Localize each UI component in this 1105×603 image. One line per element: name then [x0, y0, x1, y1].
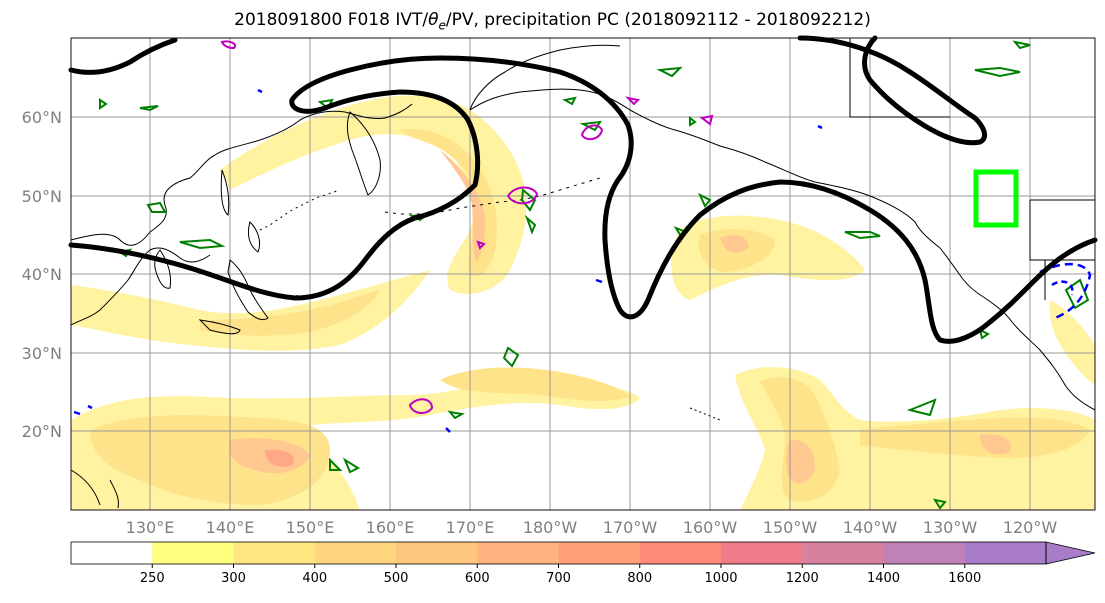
colorbar-cell — [71, 542, 153, 564]
colorbar-cell — [152, 542, 234, 564]
pv-contour — [68, 35, 1098, 344]
lon-label-180w: 180°W — [523, 518, 578, 537]
highlight-box — [973, 169, 1019, 228]
colorbar-cell — [639, 542, 722, 564]
lon-label-160w: 160°W — [683, 518, 738, 537]
colorbar-label: 1400 — [867, 571, 900, 586]
colorbar-cell — [396, 542, 478, 564]
colorbar-label: 1600 — [948, 571, 981, 586]
lon-label-150e: 150°E — [286, 518, 335, 537]
precip-positive-contours — [220, 40, 714, 414]
colorbar-cell — [883, 542, 966, 564]
lon-label-140w: 140°W — [843, 518, 898, 537]
lat-label-60: 60°N — [22, 108, 62, 127]
longitude-labels: 130°E 140°E 150°E 160°E 170°E 180°W 170°… — [126, 518, 1058, 537]
latitude-labels: 20°N 30°N 40°N 50°N 60°N — [22, 108, 62, 441]
colorbar-label: 1200 — [786, 571, 819, 586]
colorbar-cell — [233, 542, 316, 564]
colorbar-label: 500 — [384, 571, 409, 586]
lat-label-20: 20°N — [22, 422, 62, 441]
lat-label-40: 40°N — [22, 265, 62, 284]
colorbar-cells — [71, 542, 1047, 564]
colorbar-label: 300 — [221, 571, 246, 586]
colorbar-labels: 250 300 400 500 600 700 800 1000 1200 1400 1600 — [140, 564, 981, 586]
colorbar-cell — [558, 542, 641, 564]
lon-label-150w: 150°W — [763, 518, 818, 537]
lon-label-120w: 120°W — [1003, 518, 1058, 537]
colorbar-label: 800 — [627, 571, 652, 586]
lon-label-170w: 170°W — [603, 518, 658, 537]
lon-label-170e: 170°E — [446, 518, 495, 537]
lon-label-160e: 160°E — [366, 518, 415, 537]
colorbar-label: 400 — [302, 571, 327, 586]
ivt-shading — [71, 95, 1095, 510]
map-panel — [68, 35, 1098, 511]
colorbar-cell — [477, 542, 559, 564]
precip-negative-contours — [73, 88, 1092, 433]
colorbar-cell — [964, 542, 1047, 564]
colorbar-label: 250 — [140, 571, 165, 586]
graticule — [71, 38, 1095, 510]
colorbar-cell — [721, 542, 803, 564]
colorbar-label: 700 — [546, 571, 571, 586]
colorbar-cell — [314, 542, 397, 564]
colorbar-label: 600 — [465, 571, 490, 586]
lon-label-140e: 140°E — [206, 518, 255, 537]
lon-label-130w: 130°W — [923, 518, 978, 537]
colorbar-extend-arrow — [1045, 541, 1096, 565]
lon-label-130e: 130°E — [126, 518, 175, 537]
lat-label-50: 50°N — [22, 187, 62, 206]
colorbar: 250 300 400 500 600 700 800 1000 1200 1400 1600 — [70, 541, 1096, 586]
colorbar-label: 1000 — [704, 571, 737, 586]
map-title: 2018091800 F018 IVT/θe/PV, precipitation… — [234, 10, 871, 33]
colorbar-cell — [802, 542, 884, 564]
lat-label-30: 30°N — [22, 344, 62, 363]
